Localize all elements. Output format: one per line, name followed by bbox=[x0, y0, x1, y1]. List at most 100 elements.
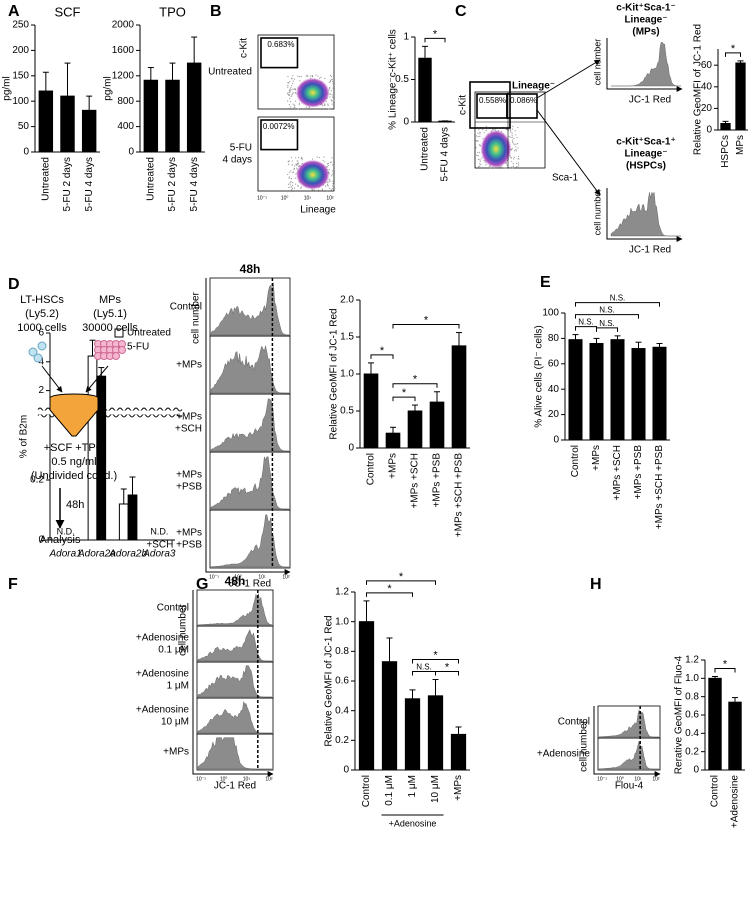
sample-label: +MPs bbox=[163, 747, 189, 758]
event-dot bbox=[300, 75, 302, 78]
error-bar bbox=[368, 362, 374, 374]
event-dot bbox=[330, 175, 332, 177]
event-dot bbox=[292, 92, 294, 94]
event-dot bbox=[503, 167, 505, 169]
histogram bbox=[197, 701, 272, 734]
sample-label: 1 μM bbox=[167, 681, 189, 692]
bar bbox=[127, 494, 138, 541]
event-dot bbox=[513, 138, 515, 140]
x-tick-label: +MPs +PSB bbox=[633, 445, 644, 500]
event-dot bbox=[323, 161, 325, 163]
arrow bbox=[41, 365, 63, 393]
event-dot bbox=[293, 78, 296, 80]
event-dot bbox=[511, 166, 513, 168]
y-tick-label: 1.0 bbox=[335, 616, 349, 627]
axis-break-gap bbox=[38, 410, 177, 415]
sample-label: +MPs bbox=[176, 470, 202, 481]
event-dot bbox=[477, 132, 479, 134]
event-dot bbox=[287, 92, 289, 95]
sample-label: +Adenosine bbox=[537, 749, 591, 760]
y-axis-label: pg/ml bbox=[2, 76, 13, 100]
event-dot bbox=[489, 167, 491, 169]
significance-bracket bbox=[370, 354, 394, 359]
sample-label: +Adenosine bbox=[136, 633, 190, 644]
y-tick-label: 0.2 bbox=[30, 475, 44, 486]
event-dot bbox=[511, 139, 514, 141]
cell-label: MPs bbox=[99, 294, 122, 306]
bar bbox=[143, 79, 159, 153]
x-tick-label: 5-FU 4 days bbox=[189, 157, 200, 211]
y-tick-label: 0 bbox=[23, 147, 29, 158]
event-dot bbox=[288, 94, 290, 97]
event-dot bbox=[292, 182, 294, 184]
significance-bracket bbox=[575, 326, 597, 331]
significance-label: * bbox=[723, 658, 728, 670]
event-dot bbox=[516, 136, 518, 138]
event-dot bbox=[294, 92, 297, 94]
error-bar bbox=[593, 337, 600, 344]
event-dot bbox=[291, 93, 294, 95]
x-tick-label: +MPs +SCH +PSB bbox=[654, 445, 665, 530]
event-dot bbox=[330, 189, 332, 191]
event-dot bbox=[287, 84, 289, 87]
event-dot bbox=[292, 171, 295, 173]
event-dot bbox=[298, 104, 300, 106]
event-dot bbox=[293, 187, 296, 189]
event-dot bbox=[323, 156, 325, 158]
histogram bbox=[197, 629, 273, 662]
time-label: 48h bbox=[66, 499, 84, 511]
histogram bbox=[611, 42, 682, 87]
significance-label: * bbox=[424, 314, 429, 326]
event-dot bbox=[322, 105, 324, 107]
y-tick-label: 1.2 bbox=[335, 587, 349, 598]
y-tick-label: 1200 bbox=[112, 70, 135, 81]
y-axis-label: pg/ml bbox=[103, 76, 114, 100]
significance-label: N.S. bbox=[578, 318, 594, 327]
event-dot bbox=[291, 186, 293, 188]
bar bbox=[568, 339, 583, 441]
event-dot bbox=[291, 187, 294, 190]
y-tick-label: 60 bbox=[701, 60, 713, 71]
event-dot bbox=[288, 176, 290, 178]
event-dot bbox=[329, 93, 331, 95]
event-dot bbox=[292, 184, 294, 186]
event-dot bbox=[512, 163, 514, 165]
sample-label: +SCH bbox=[175, 424, 202, 435]
y-tick-label: 1.5 bbox=[340, 332, 354, 343]
event-dot bbox=[328, 169, 330, 171]
significance-label: * bbox=[387, 583, 392, 595]
y-tick-label: 100 bbox=[12, 96, 29, 107]
flow-tick-label: 10¹ bbox=[634, 776, 642, 782]
x-tick-label: +Adenosine bbox=[730, 775, 741, 829]
significance-bracket bbox=[435, 671, 459, 676]
error-bar bbox=[169, 62, 176, 81]
event-dot bbox=[291, 77, 293, 79]
event-dot bbox=[517, 147, 519, 149]
panel-title: 48h bbox=[240, 262, 261, 276]
event-dot bbox=[331, 103, 333, 105]
event-dot bbox=[328, 178, 330, 180]
cell-icon bbox=[118, 346, 126, 354]
event-dot bbox=[331, 100, 333, 102]
flow-tick-label: 10¹ bbox=[258, 574, 266, 580]
bar bbox=[451, 345, 467, 449]
y-tick-label: 0 bbox=[693, 765, 699, 776]
event-dot bbox=[332, 185, 334, 187]
significance-bracket bbox=[714, 668, 736, 673]
event-dot bbox=[331, 78, 333, 81]
y-tick-label: 150 bbox=[12, 70, 29, 81]
sample-label: 0.1 μM bbox=[158, 645, 189, 656]
event-dot bbox=[510, 136, 512, 139]
event-dot bbox=[324, 185, 327, 187]
event-dot bbox=[292, 75, 294, 77]
event-dot bbox=[291, 88, 293, 91]
event-dot bbox=[291, 164, 293, 166]
value-label: N.D. bbox=[57, 526, 75, 536]
cell-label: (Ly5.2) bbox=[25, 308, 59, 320]
event-dot bbox=[290, 106, 292, 108]
y-axis-label: cell number bbox=[592, 39, 602, 86]
condition-label: 0.5 ng/ml bbox=[51, 456, 96, 468]
tube bbox=[49, 398, 99, 437]
cell-icon bbox=[112, 352, 120, 360]
condition-label: (Undivided cond.) bbox=[31, 470, 117, 482]
